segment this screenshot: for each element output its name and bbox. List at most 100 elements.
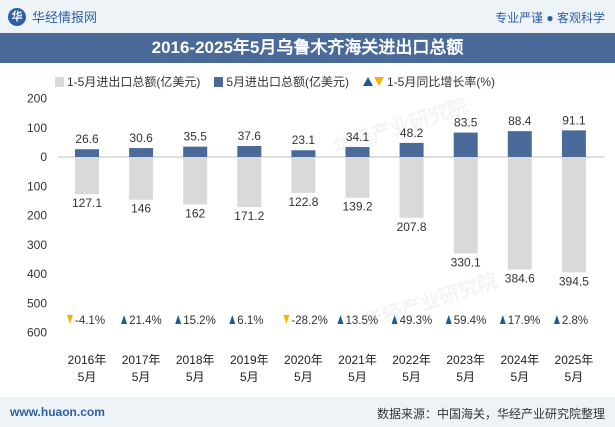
growth-label: 2.8% [562,315,588,327]
data-label-cumulative: 127.1 [72,196,102,210]
legend-label-growth: 1-5月同比增长率(%) [387,75,496,89]
legend-item-growth: 1-5月同比增长率(%) [363,73,495,90]
growth-label: 21.4% [129,315,162,327]
growth-label: -28.2% [291,315,327,327]
legend-item-monthly: 5月进出口总额(亿美元) [214,73,349,90]
bar-cumulative [561,157,586,273]
footer-bar: www.huaon.com 数据来源：中国海关，华经产业研究院整理 [0,397,615,427]
data-label-cumulative: 139.2 [342,200,372,214]
growth-label: 13.5% [346,315,379,327]
data-label-monthly: 88.4 [508,114,532,128]
data-label-monthly: 35.5 [184,130,208,144]
growth-up-marker [121,315,128,324]
legend-swatch-blue [214,76,224,87]
legend-label-cumulative: 1-5月进出口总额(亿美元) [67,75,201,89]
brand-name: 华经情报网 [32,10,98,25]
bar-cumulative [291,157,316,193]
bar-cumulative [453,157,478,254]
bar-monthly [507,131,532,157]
x-tick-label-year: 2017年 [122,353,161,367]
growth-label: 49.3% [400,315,433,327]
y-tick-label: 500 [27,296,47,310]
bar-monthly [129,148,154,157]
tagline: 专业严谨 ● 客观科学 [495,11,605,25]
bar-cumulative [237,157,262,208]
x-tick-label-month: 5月 [510,370,529,384]
x-tick-label-year: 2022年 [392,353,431,367]
bar-monthly [561,130,586,157]
data-label-monthly: 37.6 [238,129,262,143]
growth-up-marker [553,315,560,324]
y-tick-label: 600 [27,326,47,340]
bar-cumulative [399,157,424,218]
data-label-monthly: 83.5 [454,116,478,130]
bar-monthly [75,149,99,157]
y-tick-label: 0 [40,150,47,164]
x-tick-label-year: 2020年 [284,353,323,367]
bar-monthly [345,147,370,157]
legend-label-monthly: 5月进出口总额(亿美元) [226,75,350,89]
y-tick-label: 100 [27,179,47,193]
bar-cumulative [345,157,370,198]
data-label-monthly: 34.1 [346,130,370,144]
bar-monthly [399,142,424,157]
growth-up-marker [499,315,506,324]
legend-down-triangle-icon [374,77,385,86]
data-label-monthly: 91.1 [562,113,586,127]
x-tick-label-year: 2025年 [555,353,594,367]
x-tick-label-year: 2024年 [500,353,539,367]
footer-source: 数据来源：中国海关，华经产业研究院整理 [376,407,605,421]
x-tick-label-month: 5月 [402,370,421,384]
data-label-cumulative: 207.8 [397,220,427,234]
x-tick-label-year: 2018年 [176,353,215,367]
chart-plot: 200 100 0 100 200 300 400 500 600 127.1 26.6 -4.1% 2… [27,92,605,384]
top-bar: 华 华经情报网 专业严谨 ● 客观科学 [0,0,615,33]
data-label-cumulative: 394.5 [559,274,589,288]
y-tick-label: 100 [27,121,47,135]
data-label-cumulative: 330.1 [451,256,481,270]
y-tick-label: 200 [27,92,47,106]
x-tick-label-month: 5月 [456,370,475,384]
chart-legend: 1-5月进出口总额(亿美元) 5月进出口总额(亿美元) 1-5月同比增长率(%) [55,73,495,90]
growth-label: -4.1% [75,315,105,327]
data-label-cumulative: 171.2 [234,209,264,223]
title-bar: 2016-2025年5月乌鲁木齐海关进出口总额 [0,33,615,63]
x-tick-label-year: 2021年 [338,353,377,367]
bar-cumulative [75,157,99,195]
x-tick-label-month: 5月 [240,370,259,384]
y-tick-label: 300 [27,238,47,252]
x-tick-label-year: 2023年 [446,353,485,367]
y-tick-label: 400 [27,267,47,281]
x-tick-label-month: 5月 [78,370,97,384]
data-label-cumulative: 122.8 [288,195,318,209]
x-tick-label-month: 5月 [565,370,584,384]
growth-up-marker [175,315,182,324]
bar-monthly [291,150,316,157]
bar-cumulative [129,157,154,200]
data-label-monthly: 26.6 [75,132,99,146]
x-tick-label-month: 5月 [132,370,151,384]
bar-monthly [183,146,208,157]
growth-label: 17.9% [508,315,541,327]
x-tick-label-year: 2019年 [230,353,269,367]
legend-up-triangle-icon [363,77,374,86]
growth-label: 59.4% [454,315,487,327]
footer-website-link[interactable]: www.huaon.com [10,405,105,419]
legend-swatch-gray [55,76,64,87]
brand[interactable]: 华 华经情报网 [8,7,97,26]
growth-label: 15.2% [183,315,216,327]
growth-down-marker [283,315,290,324]
legend-item-cumulative: 1-5月进出口总额(亿美元) [55,73,200,90]
bar-cumulative [507,157,532,270]
growth-up-marker [337,315,344,324]
y-tick-label: 200 [27,209,47,223]
growth-up-marker [391,315,398,324]
growth-up-marker [445,315,452,324]
x-tick-label-month: 5月 [186,370,205,384]
x-tick-label-month: 5月 [294,370,313,384]
bar-cumulative [183,157,208,205]
data-label-cumulative: 146 [131,202,151,216]
growth-up-marker [229,315,236,324]
data-label-monthly: 23.1 [292,133,316,147]
